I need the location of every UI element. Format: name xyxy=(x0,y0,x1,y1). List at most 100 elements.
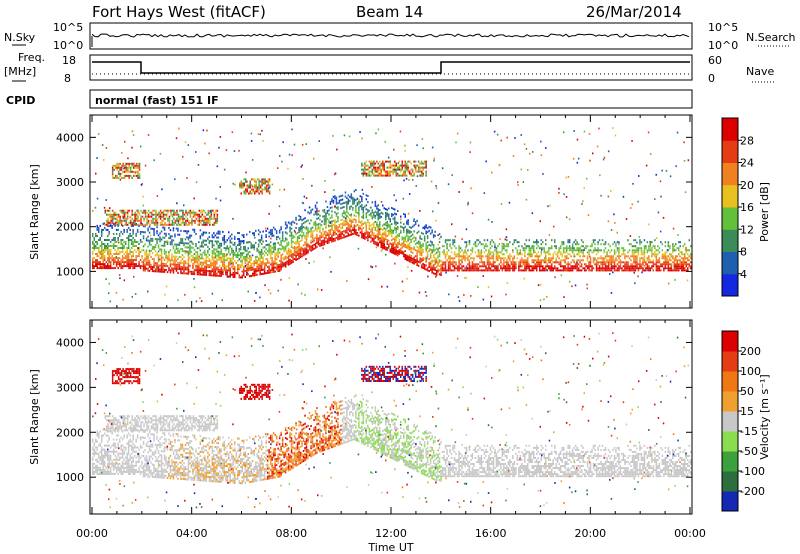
echo-cell xyxy=(430,233,432,235)
echo-cell xyxy=(591,245,593,247)
echo-cell xyxy=(463,265,465,267)
echo-cell xyxy=(222,265,224,267)
echo-cell xyxy=(195,267,197,269)
echo-cell xyxy=(160,214,162,216)
echo-cell xyxy=(213,270,215,272)
echo-cell xyxy=(470,257,472,259)
echo-cell xyxy=(582,245,584,247)
echo-cell xyxy=(259,253,261,255)
echo-cell xyxy=(270,251,272,253)
echo-cell xyxy=(409,226,411,228)
echo-cell xyxy=(182,242,184,244)
echo-cell xyxy=(225,269,227,271)
echo-cell xyxy=(168,233,170,235)
echo-cell xyxy=(325,225,327,227)
echo-cell xyxy=(415,221,417,223)
echo-cell xyxy=(216,263,218,265)
echo-cell xyxy=(442,267,444,269)
echo-cell xyxy=(379,173,381,175)
echo-cell xyxy=(337,208,339,210)
echo-cell xyxy=(270,249,272,251)
echo-cell xyxy=(612,257,614,259)
echo-cell xyxy=(137,177,139,179)
echo-cell xyxy=(256,248,258,250)
echo-cell xyxy=(449,269,451,271)
echo-cell xyxy=(122,255,124,257)
echo-cell xyxy=(104,267,106,269)
echo-cell xyxy=(567,261,569,263)
echo-cell xyxy=(666,255,668,257)
echo-cell xyxy=(130,222,132,224)
echo-cell xyxy=(343,230,345,232)
echo-cell xyxy=(228,247,230,249)
echo-cell xyxy=(157,214,159,216)
echo-cell xyxy=(485,267,487,269)
echo-cell xyxy=(260,191,262,193)
echo-cell xyxy=(197,269,199,271)
echo-cell xyxy=(573,249,575,251)
echo-cell xyxy=(173,247,175,249)
echo-cell xyxy=(267,244,269,246)
echo-cell xyxy=(240,254,242,256)
echo-cell xyxy=(273,247,275,249)
echo-cell xyxy=(555,253,557,255)
echo-cell xyxy=(529,255,531,257)
echo-cell xyxy=(526,239,528,241)
echo-cell xyxy=(209,272,211,274)
echo-cell xyxy=(240,246,242,248)
echo-cell xyxy=(390,161,392,163)
echo-cell xyxy=(518,261,520,263)
echo-cell xyxy=(393,218,395,220)
echo-cell xyxy=(425,224,427,226)
echo-cell xyxy=(563,241,565,243)
echo-cell xyxy=(558,257,560,259)
echo-cell xyxy=(245,178,247,180)
echo-cell xyxy=(524,255,526,257)
echo-cell xyxy=(473,265,475,267)
echo-cell xyxy=(210,272,212,274)
echo-cell xyxy=(126,265,128,267)
echo-cell xyxy=(638,263,640,265)
echo-cell xyxy=(206,274,208,276)
echo-cell xyxy=(279,232,281,234)
echo-cell xyxy=(680,251,682,253)
echo-cell xyxy=(259,263,261,265)
echo-cell xyxy=(212,250,214,252)
echo-cell xyxy=(585,247,587,249)
echo-cell xyxy=(324,219,326,221)
echo-cell xyxy=(313,244,315,246)
echo-cell xyxy=(316,242,318,244)
echo-cell xyxy=(514,265,516,267)
echo-cell xyxy=(535,251,537,253)
echo-cell xyxy=(283,251,285,253)
echo-cell xyxy=(690,245,692,247)
echo-cell xyxy=(538,261,540,263)
echo-cell xyxy=(331,235,333,237)
echo-cell xyxy=(133,165,135,167)
echo-cell xyxy=(239,254,241,256)
echo-cell xyxy=(440,274,442,276)
echo-cell xyxy=(204,262,206,264)
echo-cell xyxy=(403,229,405,231)
echo-cell xyxy=(119,220,121,222)
echo-cell xyxy=(366,161,368,163)
echo-cell xyxy=(424,236,426,238)
echo-cell xyxy=(237,238,239,240)
echo-cell xyxy=(285,256,287,258)
echo-cell xyxy=(273,243,275,245)
echo-cell xyxy=(255,262,257,264)
echo-cell xyxy=(194,214,196,216)
echo-cell xyxy=(402,242,404,244)
echo-cell xyxy=(346,197,348,199)
echo-cell xyxy=(573,253,575,255)
echo-cell xyxy=(435,185,437,187)
echo-cell xyxy=(164,265,166,267)
echo-cell xyxy=(192,247,194,249)
echo-cell xyxy=(248,185,250,187)
echo-cell xyxy=(449,259,451,261)
echo-cell xyxy=(112,222,114,224)
echo-cell xyxy=(396,239,398,241)
echo-cell xyxy=(407,231,409,233)
echo-cell xyxy=(387,175,389,177)
echo-cell xyxy=(262,247,264,249)
